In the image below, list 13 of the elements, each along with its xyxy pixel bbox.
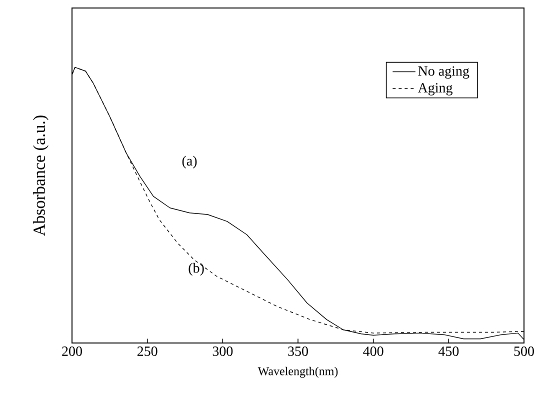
y-axis-title: Absorbance (a.u.) [33, 116, 48, 236]
x-tick-label: 450 [438, 346, 459, 356]
x-tick-label: 400 [363, 346, 384, 356]
x-tick-label: 300 [212, 346, 233, 356]
x-tick-label: 500 [514, 346, 534, 356]
x-axis-title: Wavelength(nm) [258, 366, 338, 378]
annotation: (b) [188, 262, 204, 276]
x-tick-label: 200 [62, 346, 82, 356]
legend-label: Aging [418, 83, 452, 96]
x-tick-label: 250 [137, 346, 158, 356]
x-tick-label: 350 [288, 346, 308, 356]
legend-label: No aging [418, 66, 470, 79]
annotation: (a) [182, 156, 197, 168]
